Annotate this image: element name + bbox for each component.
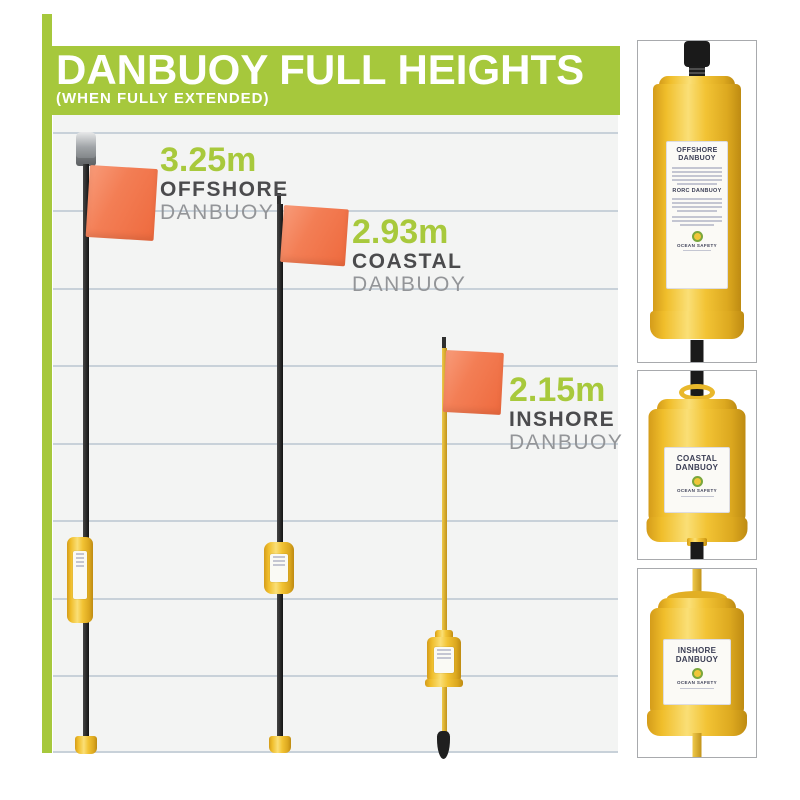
inshore-pole-stub-bottom [692, 733, 702, 757]
inshore-measurement-label: 2.15m INSHORE DANBUOY [509, 372, 623, 454]
coastal-label-title: COASTAL DANBUOY [675, 454, 719, 472]
offshore-product-label: OFFSHORE DANBUOY RORC DANBUOY OCEAN SAFE… [666, 141, 728, 289]
inshore-pole-stub-top [692, 569, 702, 599]
ocean-safety-logo-icon [691, 668, 703, 679]
gridline [53, 520, 618, 522]
inshore-float-label [434, 647, 454, 673]
gridline [53, 288, 618, 290]
inshore-type: DANBUOY [509, 431, 624, 454]
offshore-canister-base [650, 311, 744, 339]
inshore-product-photo: INSHORE DANBUOY OCEAN SAFETY [637, 568, 757, 758]
page-subtitle: (WHEN FULLY EXTENDED) [56, 90, 270, 107]
inshore-pole [442, 348, 447, 738]
inshore-pole-bottom-weight [437, 731, 450, 759]
inshore-canister-base [647, 710, 747, 736]
inshore-label-title: INSHORE DANBUOY [675, 646, 719, 664]
offshore-top-cap [684, 41, 710, 67]
coastal-product-label: COASTAL DANBUOY OCEAN SAFETY [664, 447, 730, 513]
inshore-float-flare [425, 679, 463, 687]
offshore-threaded-collar [689, 66, 705, 77]
gridline [53, 751, 618, 753]
coastal-type: DANBUOY [352, 273, 467, 296]
offshore-label-title: OFFSHORE DANBUOY [676, 147, 718, 162]
coastal-pole-bottom-weight [269, 736, 291, 753]
coastal-brand: OCEAN SAFETY [676, 488, 718, 493]
inshore-product-label: INSHORE DANBUOY OCEAN SAFETY [663, 639, 731, 705]
strobe-light-icon [76, 132, 96, 166]
ocean-safety-logo-icon [691, 231, 703, 242]
offshore-type: DANBUOY [160, 201, 275, 224]
inshore-name: INSHORE [509, 408, 616, 431]
offshore-name: OFFSHORE [160, 178, 289, 201]
offshore-flag-icon [85, 165, 158, 242]
offshore-pole-bottom-weight [75, 736, 97, 754]
coastal-height-value: 2.93m [352, 213, 449, 251]
offshore-measurement-label: 3.25m OFFSHORE DANBUOY [160, 142, 289, 224]
inshore-brand: OCEAN SAFETY [676, 680, 718, 685]
gridline [53, 443, 618, 445]
inshore-float-cap [435, 630, 453, 640]
offshore-label-subheading: RORC DANBUOY [672, 188, 722, 194]
offshore-height-value: 3.25m [160, 141, 257, 179]
inshore-height-value: 2.15m [509, 371, 606, 409]
ocean-safety-logo-icon [691, 476, 703, 487]
offshore-brand: OCEAN SAFETY [676, 243, 718, 248]
inshore-flag-icon [442, 350, 504, 415]
coastal-name: COASTAL [352, 250, 463, 273]
coastal-pole [277, 204, 283, 740]
inshore-pole-tip [442, 337, 446, 351]
offshore-float [67, 537, 93, 623]
coastal-float-label [270, 554, 288, 582]
offshore-product-photo: OFFSHORE DANBUOY RORC DANBUOY OCEAN SAFE… [637, 40, 757, 363]
offshore-pole [83, 164, 89, 740]
coastal-measurement-label: 2.93m COASTAL DANBUOY [352, 214, 466, 296]
coastal-handle [679, 384, 715, 401]
inshore-float [427, 637, 461, 683]
offshore-float-label [73, 551, 87, 599]
coastal-canister-base [646, 517, 748, 542]
coastal-product-photo: COASTAL DANBUOY OCEAN SAFETY [637, 370, 757, 560]
coastal-pole-tip [277, 193, 281, 206]
coastal-float [264, 542, 294, 594]
gridline [53, 675, 618, 677]
coastal-flag-icon [280, 205, 349, 267]
gridline [53, 598, 618, 600]
gridline [53, 365, 618, 367]
coastal-pole-stub-bottom [690, 542, 704, 559]
gridline [53, 132, 618, 134]
left-accent-bar [42, 14, 52, 753]
header-banner: DANBUOY FULL HEIGHTS (WHEN FULLY EXTENDE… [48, 46, 620, 115]
offshore-pole-stub [690, 340, 704, 362]
page-title: DANBUOY FULL HEIGHTS [56, 46, 585, 93]
